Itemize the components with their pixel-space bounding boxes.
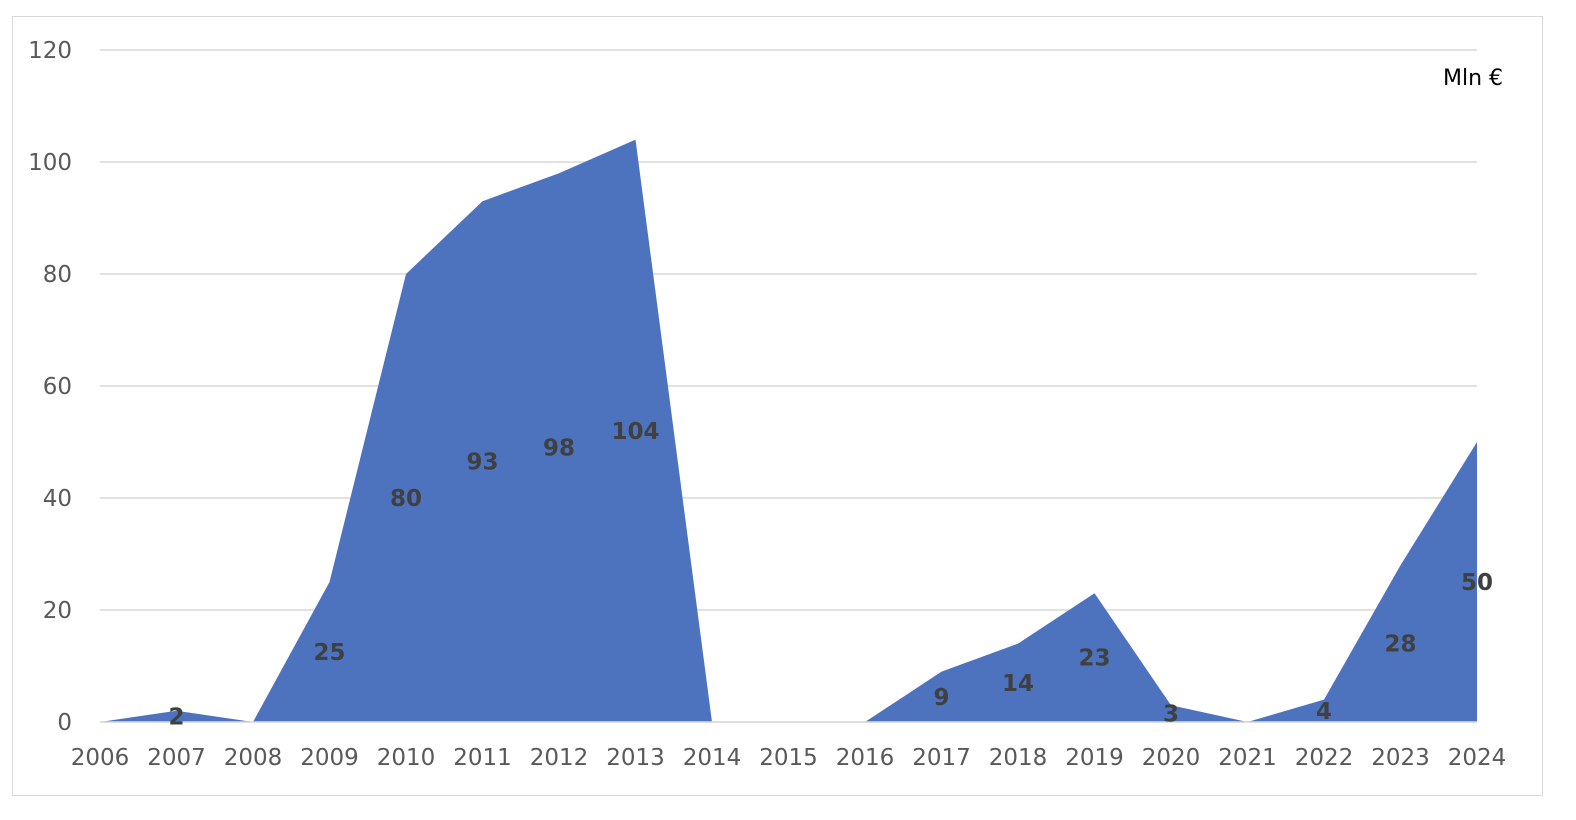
x-tick-label: 2016 [836,745,895,771]
y-tick-label: 20 [43,598,72,624]
data-label: 4 [1316,699,1332,725]
data-label: 28 [1384,632,1416,658]
x-tick-label: 2023 [1371,745,1430,771]
data-labels: 2 25 80 93 98 104 9 14 23 3 4 28 50 [168,419,1493,731]
unit-label: Mln € [1443,66,1503,91]
x-tick-label: 2006 [71,745,130,771]
x-tick-label: 2020 [1142,745,1201,771]
x-tick-label: 2019 [1065,745,1124,771]
data-label: 14 [1002,671,1034,697]
data-label: 3 [1163,702,1179,728]
y-tick-label: 120 [28,38,72,64]
data-label: 50 [1461,570,1493,596]
area-series [100,139,1477,723]
data-label: 80 [390,486,422,512]
y-axis: 0 20 40 60 80 100 120 [28,38,72,736]
area-fill [100,139,1477,723]
data-label: 104 [611,419,659,445]
y-tick-label: 80 [43,262,72,288]
x-tick-label: 2009 [300,745,359,771]
x-tick-label: 2017 [912,745,971,771]
x-tick-label: 2007 [147,745,206,771]
x-tick-label: 2013 [606,745,665,771]
x-tick-label: 2008 [224,745,283,771]
data-label: 23 [1078,646,1110,672]
y-tick-label: 0 [57,710,72,736]
x-tick-label: 2021 [1218,745,1277,771]
x-tick-label: 2012 [530,745,589,771]
x-tick-label: 2010 [377,745,436,771]
x-tick-label: 2011 [453,745,512,771]
y-tick-label: 100 [28,150,72,176]
data-label: 9 [933,685,949,711]
x-tick-label: 2022 [1295,745,1354,771]
data-label: 98 [543,436,575,462]
chart-frame [12,16,1543,796]
data-label: 25 [313,640,345,666]
x-tick-label: 2015 [759,745,818,771]
data-label: 2 [168,704,184,730]
x-axis: 2006 2007 2008 2009 2010 2011 2012 2013 2014 2015… [71,721,1507,771]
x-tick-label: 2014 [683,745,742,771]
x-tick-label: 2018 [989,745,1048,771]
gridlines [100,49,1477,723]
x-tick-label: 2024 [1448,745,1507,771]
data-label: 93 [466,450,498,476]
y-tick-label: 60 [43,374,72,400]
y-tick-label: 40 [43,486,72,512]
